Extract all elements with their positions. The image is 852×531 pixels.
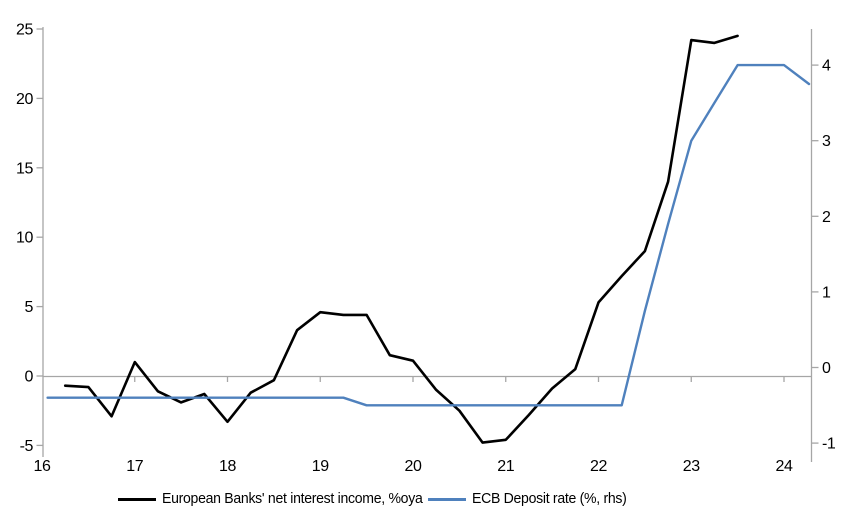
x-axis-tick-label: 18	[219, 458, 236, 475]
blue-line-swatch	[428, 497, 466, 501]
x-axis-tick-label: 17	[126, 458, 143, 475]
left-axis-tick-label: 0	[25, 369, 34, 386]
right-axis-tick-label: 2	[822, 209, 831, 226]
right-axis-tick-label: 3	[822, 133, 831, 150]
right-axis-tick-label: -1	[822, 436, 836, 453]
right-axis-tick-label: 0	[822, 360, 831, 377]
x-axis-tick-label: 16	[34, 458, 51, 475]
chart-legend: European Banks' net interest income, %oy…	[0, 489, 852, 511]
net-interest-income-line	[63, 34, 739, 444]
x-axis-tick-label: 22	[590, 458, 607, 475]
right-axis-tick-label: 1	[822, 284, 831, 301]
ecb-deposit-rate-line	[46, 63, 811, 407]
left-axis-tick-label: -5	[20, 438, 34, 455]
legend-item-net-interest-income: European Banks' net interest income, %oy…	[118, 489, 431, 509]
black-line-swatch	[118, 497, 156, 501]
left-axis-tick-label: 10	[16, 230, 33, 247]
legend-label-ecb-deposit-rate: ECB Deposit rate (%, rhs)	[472, 491, 627, 507]
x-axis-tick-label: 19	[312, 458, 329, 475]
left-axis-tick-label: 25	[16, 22, 33, 39]
x-axis-tick-label: 23	[683, 458, 700, 475]
x-axis-tick-label: 20	[405, 458, 422, 475]
left-axis-tick-label: 20	[16, 91, 33, 108]
legend-item-ecb-deposit-rate: ECB Deposit rate (%, rhs)	[428, 489, 631, 509]
right-axis-tick-label: 4	[822, 58, 831, 75]
x-axis-tick-label: 24	[776, 458, 793, 475]
left-axis-tick-label: 5	[25, 299, 34, 316]
x-axis-tick-label: 21	[497, 458, 514, 475]
legend-label-net-interest-income: European Banks' net interest income, %oy…	[162, 491, 423, 507]
left-axis-tick-label: 15	[16, 160, 33, 177]
